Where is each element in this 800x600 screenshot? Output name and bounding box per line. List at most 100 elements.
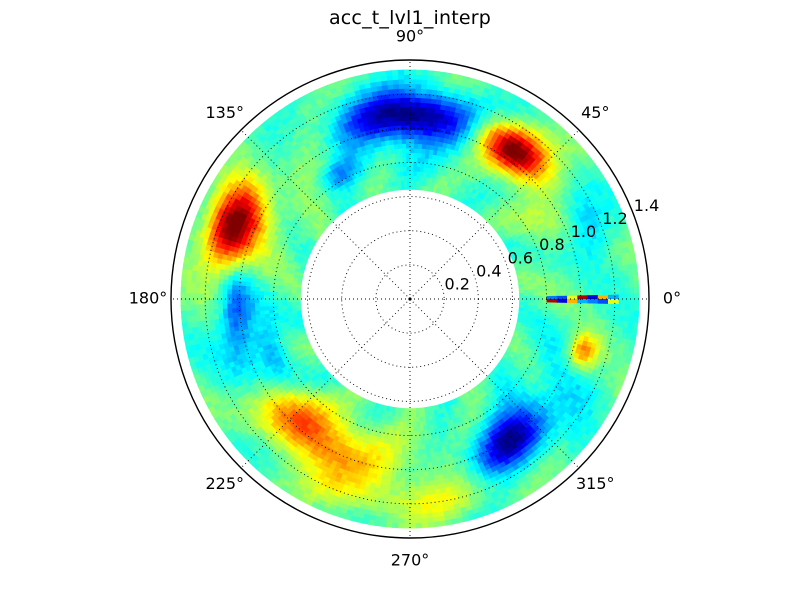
heatmap-cell: [430, 84, 439, 91]
heatmap-cell: [420, 74, 428, 81]
heatmap-cell: [620, 292, 626, 299]
heatmap-cell: [620, 286, 626, 294]
heatmap-cell: [425, 83, 433, 90]
heatmap-cell: [408, 115, 415, 121]
heatmap-cell: [418, 171, 424, 177]
heatmap-cell: [405, 152, 410, 158]
heatmap-cell: [409, 143, 415, 149]
heatmap-cell: [412, 152, 418, 158]
heatmap-cell: [522, 181, 530, 189]
heatmap-cell: [424, 97, 432, 104]
heatmap-cell: [421, 138, 427, 145]
heatmap-cell: [615, 286, 621, 294]
heatmap-cell: [560, 289, 566, 296]
heatmap-cell: [405, 161, 410, 167]
heatmap-cell: [420, 148, 426, 154]
heatmap-cell: [604, 271, 611, 279]
heatmap-cell: [583, 288, 589, 295]
heatmap-cell: [426, 70, 434, 77]
heatmap-cell: [419, 97, 426, 104]
heatmap-cell: [626, 262, 633, 271]
heatmap-cell: [419, 78, 428, 85]
heatmap-cell: [412, 179, 417, 186]
heatmap-cell: [417, 138, 423, 145]
heatmap-cell: [404, 143, 410, 149]
heatmap-cell: [409, 179, 414, 186]
heatmap-cell: [412, 170, 417, 177]
heatmap-cell: [413, 133, 419, 140]
heatmap-cell: [633, 285, 640, 294]
heatmap-cell: [434, 98, 442, 105]
heatmap-cell: [419, 88, 427, 94]
heatmap-cell: [432, 116, 439, 123]
heatmap-cell: [624, 280, 630, 288]
heatmap-cell: [433, 103, 441, 110]
heatmap-cell: [432, 70, 440, 77]
heatmap-cell: [542, 290, 548, 296]
heatmap-cell: [550, 286, 557, 292]
heatmap-cell: [424, 148, 430, 155]
heatmap-cell: [406, 179, 410, 186]
heatmap-cell: [423, 111, 430, 118]
heatmap-cell: [412, 156, 418, 163]
heatmap-cell: [415, 184, 419, 191]
heatmap-cell: [414, 87, 422, 94]
heatmap-cell: [414, 74, 422, 80]
heatmap-cell: [418, 175, 423, 182]
heatmap-cell: [431, 121, 438, 128]
heatmap-cell: [413, 106, 421, 112]
heatmap-cell: [405, 147, 410, 154]
heatmap-cell: [436, 80, 445, 87]
heatmap-cell: [414, 78, 422, 85]
heatmap-cell: [582, 283, 589, 290]
heatmap-cell: [425, 139, 431, 146]
heatmap-cell: [532, 291, 539, 296]
heatmap-cell: [416, 152, 422, 159]
heatmap-cell: [519, 178, 527, 186]
heatmap-cell: [601, 282, 607, 289]
heatmap-cell: [436, 85, 444, 92]
heatmap-cell: [592, 283, 598, 290]
heatmap-cell: [628, 274, 635, 282]
heatmap-cell: [546, 290, 553, 296]
heatmap-cell: [409, 184, 413, 190]
heatmap-cell: [413, 143, 419, 149]
heatmap-cell: [523, 295, 530, 299]
heatmap-cell: [431, 75, 440, 82]
heatmap-cell: [430, 88, 438, 95]
heatmap-cell: [634, 291, 640, 299]
heatmap-cell: [421, 129, 428, 136]
heatmap-cell: [619, 275, 625, 283]
heatmap-cell: [412, 161, 418, 167]
heatmap-cell: [429, 93, 437, 100]
heatmap-cell: [615, 281, 621, 289]
heatmap-cell: [618, 269, 625, 278]
heatmap-cell: [624, 291, 631, 299]
heatmap-cell: [418, 120, 425, 126]
heatmap-cell: [408, 87, 416, 94]
heatmap-cell: [425, 134, 432, 141]
heatmap-cell: [596, 277, 603, 285]
heatmap-cell: [578, 284, 585, 291]
heatmap-cell: [592, 288, 599, 295]
heatmap-cell: [416, 143, 423, 149]
heatmap-cell: [573, 280, 580, 287]
heatmap-cell: [415, 179, 420, 186]
heatmap-cell: [632, 267, 639, 276]
heatmap-cell: [423, 102, 431, 109]
heatmap-cell: [555, 290, 562, 296]
heatmap-cell: [437, 71, 446, 78]
heatmap-cell: [569, 285, 575, 291]
heatmap-cell: [416, 157, 422, 163]
heatmap-cell: [424, 88, 433, 95]
heatmap-cell: [415, 170, 421, 177]
heatmap-cell: [551, 290, 557, 296]
heatmap-cell: [600, 272, 607, 279]
heatmap-cell: [427, 116, 434, 123]
heatmap-cell: [573, 284, 580, 291]
heatmap-cell: [629, 291, 635, 299]
heatmap-cell: [610, 281, 617, 289]
heatmap-cell: [426, 125, 433, 132]
heatmap-cell: [541, 287, 548, 293]
heatmap-cell: [433, 107, 441, 114]
